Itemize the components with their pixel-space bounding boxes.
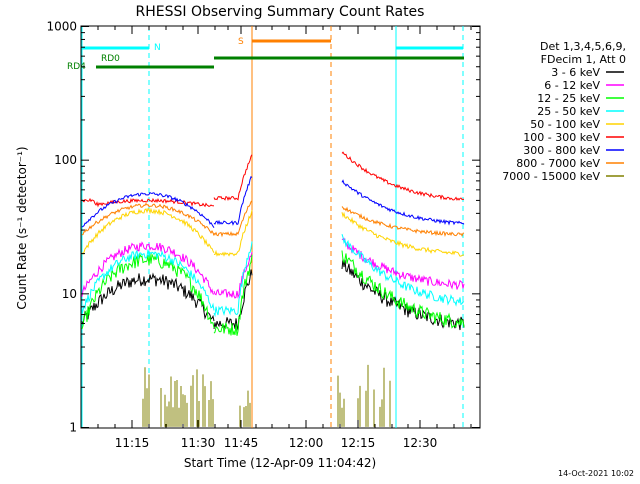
legend-entry: 7000 - 15000 keV: [502, 170, 600, 183]
y-axis-label: Count Rate (s⁻¹ detector⁻¹): [15, 146, 29, 309]
y-tick-label: 100: [54, 153, 77, 167]
y-tick-label: 10: [62, 287, 77, 301]
flag-label-n: N: [154, 43, 161, 53]
legend-entry: 6 - 12 keV: [544, 79, 600, 92]
plot-area: N S RD0 RD4: [67, 25, 481, 429]
legend: Det 1,3,4,5,6,9,FDecim 1, Att 03 - 6 keV…: [502, 40, 626, 183]
series-line: [213, 269, 253, 331]
legend-entry: 800 - 7000 keV: [516, 157, 600, 170]
legend-header: Det 1,3,4,5,6,9,: [540, 40, 626, 53]
series-line: [341, 179, 465, 226]
series-7000-15000-bars: [142, 364, 391, 427]
series-line: [341, 237, 465, 290]
footer-timestamp: 14-Oct-2021 10:02: [558, 469, 634, 478]
y-tick-label: 1000: [46, 20, 77, 34]
flag-label-rd0: RD0: [101, 54, 120, 64]
legend-header: FDecim 1, Att 0: [541, 53, 626, 66]
y-tick-label: 1: [69, 421, 77, 435]
series-line: [81, 202, 215, 236]
series-line: [81, 192, 215, 228]
plot-frame: [80, 25, 481, 429]
series-line: [81, 197, 215, 208]
series-line: [341, 151, 465, 201]
x-tick-label: 11:45: [224, 436, 259, 450]
flag-label-s: S: [238, 37, 244, 47]
x-tick-label: 12:15: [341, 436, 376, 450]
chart-title: RHESSI Observing Summary Count Rates: [136, 4, 425, 20]
series-line: [341, 211, 464, 257]
series-line: [213, 254, 253, 336]
series-line: [81, 272, 215, 325]
x-tick-label: 12:30: [403, 436, 438, 450]
series-line: [213, 176, 253, 226]
legend-entry: 3 - 6 keV: [551, 66, 600, 79]
series-line: [341, 250, 465, 329]
x-axis-label: Start Time (12-Apr-09 11:04:42): [184, 456, 376, 470]
x-tick-label: 12:00: [289, 436, 324, 450]
x-tick-label: 11:30: [181, 436, 216, 450]
series-line: [213, 241, 253, 318]
legend-entry: 100 - 300 keV: [523, 131, 600, 144]
series-line: [213, 200, 253, 238]
series-line: [81, 249, 215, 315]
flag-label-rd4: RD4: [67, 62, 86, 72]
x-tick-label: 11:15: [115, 436, 150, 450]
series-line: [213, 251, 253, 299]
series-line: [341, 234, 465, 307]
series-line: [213, 209, 253, 257]
series-line: [213, 154, 253, 201]
legend-entry: 50 - 100 keV: [530, 118, 600, 131]
series-line: [81, 241, 215, 297]
legend-entry: 300 - 800 keV: [523, 144, 600, 157]
series-line: [81, 252, 215, 330]
series-line: [81, 207, 215, 255]
series-line: [341, 206, 465, 237]
axis-ticks: 1 10 100 1000 11:15 11:30 11:45 12:00 12:15 12:30: [46, 20, 480, 450]
legend-entry: 12 - 25 keV: [537, 92, 600, 105]
legend-entry: 25 - 50 keV: [537, 105, 600, 118]
